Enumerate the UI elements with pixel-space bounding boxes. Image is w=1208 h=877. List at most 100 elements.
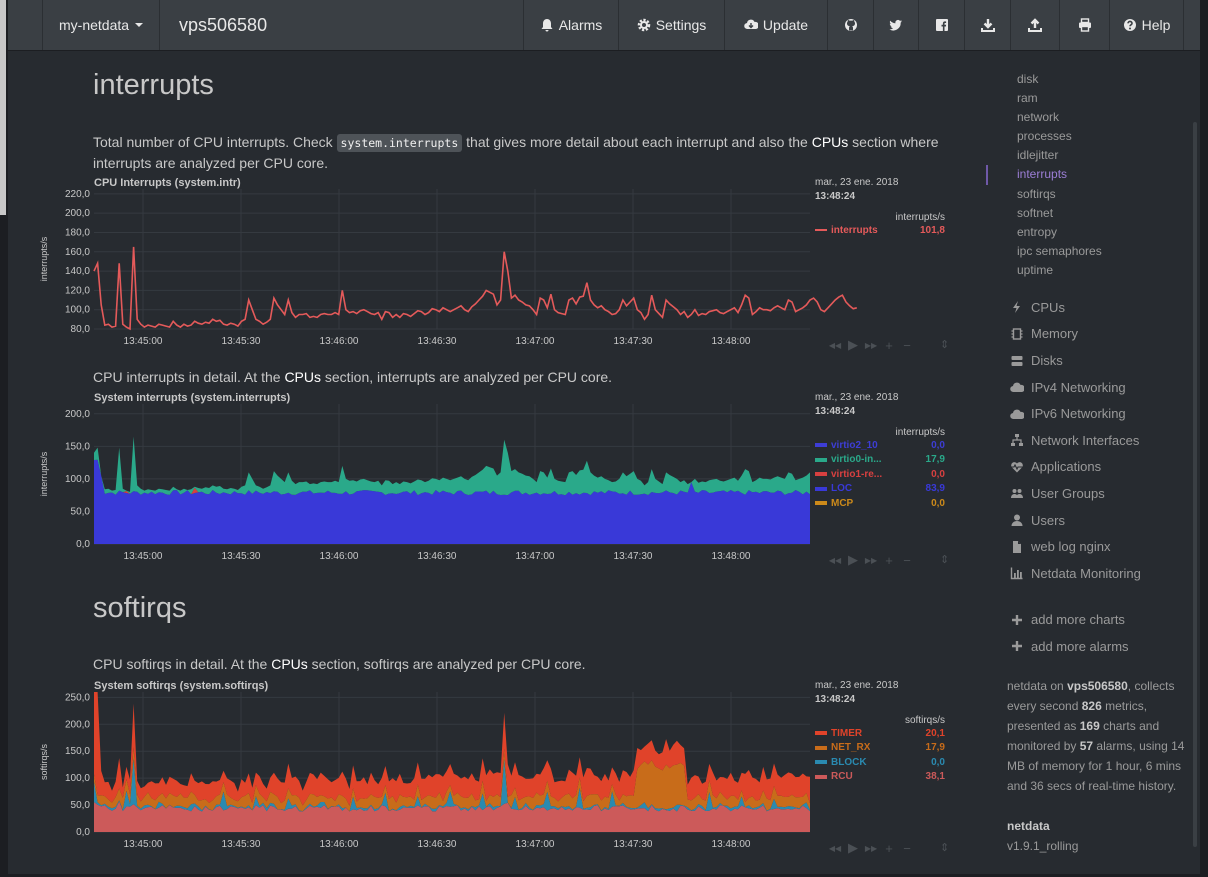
sidebar-subitem-entropy[interactable]: entropy bbox=[1017, 224, 1058, 239]
y-tick-label: 50,0 bbox=[71, 800, 91, 811]
sidebar-subitem-ram[interactable]: ram bbox=[1017, 91, 1038, 106]
legend-date: mar., 23 ene. 2018 bbox=[815, 392, 899, 403]
info-brand-block: netdata v1.9.1_rolling bbox=[1007, 816, 1192, 856]
help-button[interactable]: Help bbox=[1109, 0, 1184, 50]
chart-plot-area[interactable]: 0,0 50,0 100,0 150,0 200,0 13:45:00 13:45:30 13… bbox=[36, 392, 816, 572]
user-icon bbox=[1009, 513, 1025, 527]
chart-plot-area[interactable]: 80,0 100,0 120,0 140,0 160,0 180,0 200,0 220,0 1… bbox=[36, 177, 857, 357]
legend-swatch bbox=[815, 443, 827, 448]
sidebar-item-applications[interactable]: Applications bbox=[986, 454, 1186, 481]
zoom-out-icon[interactable]: − bbox=[903, 840, 911, 856]
sidebar-item-ipv6-networking[interactable]: IPv6 Networking bbox=[986, 400, 1186, 427]
zoom-in-icon[interactable]: + bbox=[885, 840, 893, 856]
sidebar-scrollbar[interactable] bbox=[1193, 122, 1197, 847]
legend-row-loc[interactable]: LOC 83,9 bbox=[815, 482, 945, 497]
sidebar-item-label: web log nginx bbox=[1031, 539, 1111, 555]
legend-row-block[interactable]: BLOCK 0,0 bbox=[815, 755, 945, 770]
y-tick-label: 100,0 bbox=[65, 474, 90, 485]
legend-row-interrupts[interactable]: interrupts 101,8 bbox=[815, 223, 945, 238]
twitter-button[interactable] bbox=[873, 0, 918, 50]
sidebar-item-user-groups[interactable]: User Groups bbox=[986, 480, 1186, 507]
sidebar-subitem-idlejitter[interactable]: idlejitter bbox=[1017, 148, 1059, 163]
cpus-link[interactable]: CPUs bbox=[284, 369, 321, 385]
legend-time: 13:48:24 bbox=[815, 694, 856, 705]
info-text: , collects every second bbox=[1007, 679, 1175, 713]
zoom-out-icon[interactable]: − bbox=[903, 337, 911, 353]
x-tick-label: 13:45:30 bbox=[222, 336, 261, 347]
legend-row-virtio2-10[interactable]: virtio2_10 0,0 bbox=[815, 438, 945, 453]
nav-button-label: Help bbox=[1141, 17, 1171, 33]
settings-button[interactable]: Settings bbox=[618, 0, 724, 50]
chart-plot-area[interactable]: 0,0 50,0 100,0 150,0 200,0 250,0 13:45:00 13:45… bbox=[36, 680, 816, 860]
legend-row-virtio0-in-[interactable]: virtio0-in... 17,9 bbox=[815, 453, 945, 468]
cpus-link[interactable]: CPUs bbox=[811, 134, 849, 150]
page-scrollbar-thumb[interactable] bbox=[0, 0, 6, 215]
sidebar-subitem-network[interactable]: network bbox=[1017, 110, 1060, 125]
sidebar-menu: CPUs Memory Disks IPv4 Networking IPv6 Netwo… bbox=[986, 294, 1186, 587]
pan-right-icon[interactable]: ▶▶ bbox=[864, 843, 878, 853]
pan-right-icon[interactable]: ▶▶ bbox=[864, 555, 878, 565]
code-system-interrupts: system.interrupts bbox=[336, 134, 463, 152]
zoom-out-icon[interactable]: − bbox=[903, 552, 911, 568]
update-button[interactable]: Update bbox=[724, 0, 827, 50]
play-icon[interactable]: ▶ bbox=[848, 337, 858, 352]
hostname-title: vps506580 bbox=[179, 14, 268, 35]
sidebar-item-memory[interactable]: Memory bbox=[986, 321, 1186, 348]
sidebar-subitem-uptime[interactable]: uptime bbox=[1017, 262, 1054, 277]
legend-row-net-rx[interactable]: NET_RX 17,9 bbox=[815, 741, 945, 756]
chart-resize-handle-icon[interactable]: ⇕ bbox=[940, 339, 950, 351]
dashboard-dropdown[interactable]: my-netdata bbox=[42, 0, 161, 50]
legend-row-virtio1-re-[interactable]: virtio1-re... 0,0 bbox=[815, 467, 945, 482]
pan-left-icon[interactable]: ◀◀ bbox=[828, 555, 842, 565]
sidebar-item-label: Network Interfaces bbox=[1031, 432, 1140, 448]
sidebar-subitem-disk[interactable]: disk bbox=[1017, 72, 1039, 86]
sidebar-item-label: add more charts bbox=[1031, 612, 1125, 628]
sidebar-item-netdata-monitoring[interactable]: Netdata Monitoring bbox=[986, 560, 1186, 587]
sidebar-item-label: IPv4 Networking bbox=[1031, 379, 1126, 395]
legend-row-mcp[interactable]: MCP 0,0 bbox=[815, 496, 945, 511]
cpus-link[interactable]: CPUs bbox=[271, 656, 308, 672]
sidebar-subitem-softnet[interactable]: softnet bbox=[1017, 205, 1054, 220]
upload-button[interactable] bbox=[1010, 0, 1059, 50]
legend-units: interrupts/s bbox=[895, 427, 945, 438]
sidebar-item-disks[interactable]: Disks bbox=[986, 347, 1186, 374]
zoom-in-icon[interactable]: + bbox=[885, 552, 893, 568]
play-icon[interactable]: ▶ bbox=[848, 840, 858, 855]
pan-left-icon[interactable]: ◀◀ bbox=[828, 340, 842, 350]
plus-icon bbox=[1009, 613, 1025, 627]
sidebar-item-add-more-alarms[interactable]: add more alarms bbox=[986, 633, 1186, 660]
play-icon[interactable]: ▶ bbox=[848, 552, 858, 567]
legend-row-rcu[interactable]: RCU 38,1 bbox=[815, 770, 945, 785]
sidebar-subitem-interrupts[interactable]: interrupts bbox=[986, 165, 1186, 185]
desc-text: section where interrupts are analyzed pe… bbox=[93, 134, 939, 171]
chart-resize-handle-icon[interactable]: ⇕ bbox=[940, 842, 950, 854]
sidebar-item-add-more-charts[interactable]: add more charts bbox=[986, 607, 1186, 634]
download-button[interactable] bbox=[964, 0, 1010, 50]
legend-series-value: 17,9 bbox=[925, 454, 945, 466]
chart-resize-handle-icon[interactable]: ⇕ bbox=[940, 554, 950, 566]
sidebar-item-web-log-nginx[interactable]: web log nginx bbox=[986, 533, 1186, 560]
y-tick-label: 50,0 bbox=[71, 506, 91, 517]
print-button[interactable] bbox=[1059, 0, 1109, 50]
sidebar-item-ipv4-networking[interactable]: IPv4 Networking bbox=[986, 374, 1186, 401]
legend-row-timer[interactable]: TIMER 20,1 bbox=[815, 726, 945, 741]
sidebar-subitem-softirqs[interactable]: softirqs bbox=[1017, 186, 1056, 201]
chart-system-softirqs[interactable]: 0,0 50,0 100,0 150,0 200,0 250,0 13:45:00 13:45… bbox=[36, 680, 956, 860]
github-button[interactable] bbox=[827, 0, 873, 50]
chart-system-interrupts[interactable]: 0,0 50,0 100,0 150,0 200,0 13:45:00 13:45:30 13… bbox=[36, 392, 956, 572]
y-tick-label: 250,0 bbox=[65, 692, 90, 703]
facebook-button[interactable] bbox=[918, 0, 964, 50]
legend-series-name: NET_RX bbox=[831, 742, 871, 754]
sidebar-item-users[interactable]: Users bbox=[986, 507, 1186, 534]
zoom-in-icon[interactable]: + bbox=[885, 337, 893, 353]
chart-cpu-interrupts[interactable]: 80,0 100,0 120,0 140,0 160,0 180,0 200,0 220,0 1… bbox=[36, 177, 956, 357]
legend-series-value: 17,9 bbox=[925, 742, 945, 754]
alarms-button[interactable]: Alarms bbox=[523, 0, 618, 50]
pan-right-icon[interactable]: ▶▶ bbox=[864, 340, 878, 350]
sidebar-item-network-interfaces[interactable]: Network Interfaces bbox=[986, 427, 1186, 454]
sidebar-subitem-ipc-semaphores[interactable]: ipc semaphores bbox=[1017, 243, 1102, 258]
pan-left-icon[interactable]: ◀◀ bbox=[828, 843, 842, 853]
sidebar-subitem-processes[interactable]: processes bbox=[1017, 129, 1072, 144]
legend-date: mar., 23 ene. 2018 bbox=[815, 177, 899, 188]
sidebar-item-cpus[interactable]: CPUs bbox=[986, 294, 1186, 321]
